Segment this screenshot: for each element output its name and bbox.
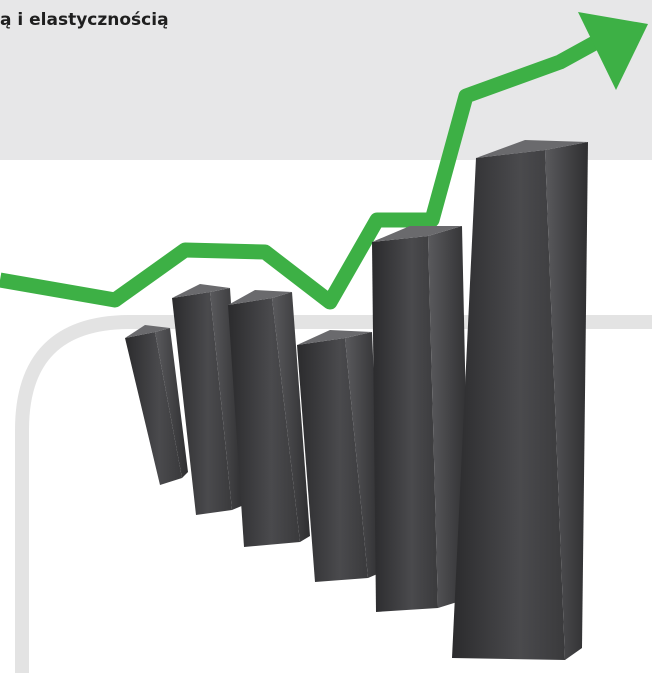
trend-arrow-head	[578, 12, 648, 90]
bar-top	[228, 290, 292, 305]
bar-top	[476, 140, 588, 158]
bar-front	[297, 338, 368, 582]
bar-front	[228, 298, 300, 547]
bar-top	[172, 284, 230, 298]
bar-side	[210, 288, 244, 510]
bar-top	[297, 330, 372, 345]
decorative-arc	[15, 315, 652, 673]
bar-front	[125, 332, 182, 485]
bar-side	[272, 292, 310, 542]
bars	[125, 140, 588, 660]
bar-front	[452, 150, 565, 660]
bar-front	[372, 236, 438, 612]
bar-front	[172, 292, 232, 515]
bar-side	[155, 328, 188, 478]
bar-top	[125, 325, 170, 338]
header-band	[0, 0, 652, 160]
bar-side	[345, 332, 382, 578]
trend-arrow	[0, 33, 604, 310]
header-title: ą i elastycznością	[0, 10, 169, 30]
bar-side	[545, 142, 588, 660]
bar-top	[372, 226, 462, 242]
